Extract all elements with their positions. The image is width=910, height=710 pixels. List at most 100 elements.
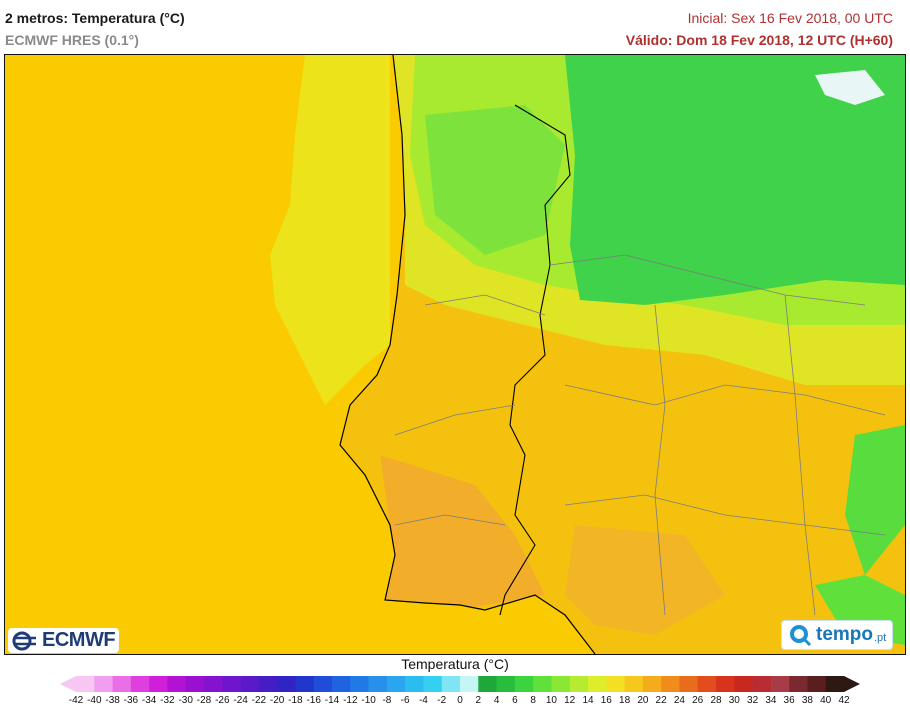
colorbar-cell xyxy=(716,676,735,692)
colorbar-cell xyxy=(277,676,296,692)
colorbar-tick-label: -24 xyxy=(233,695,248,706)
colorbar-cell xyxy=(185,676,205,692)
colorbar-arrow-right xyxy=(844,676,860,692)
colorbar-tick-label: 12 xyxy=(564,695,576,706)
colorbar-cell xyxy=(770,676,790,692)
colorbar-tick-label: 20 xyxy=(637,695,649,706)
colorbar-arrow-left xyxy=(60,676,76,692)
colorbar-cell xyxy=(624,676,644,692)
colorbar-cell xyxy=(222,676,241,692)
colorbar-tick-label: 30 xyxy=(728,695,740,706)
colorbar-tick-label: -16 xyxy=(306,695,321,706)
temperature-map[interactable] xyxy=(4,54,906,655)
colorbar-tick-label: -4 xyxy=(418,695,428,706)
colorbar-tick-label: -14 xyxy=(324,695,340,706)
colorbar-cell xyxy=(460,676,479,692)
colorbar-tick-label: 4 xyxy=(493,695,500,706)
colorbar-cell xyxy=(423,676,443,692)
model-label: ECMWF HRES (0.1°) xyxy=(5,32,139,48)
colorbar-cell xyxy=(569,676,589,692)
hot-zone-southwest xyxy=(380,455,545,607)
offshore-cool-band xyxy=(270,55,390,405)
hot-zone-south xyxy=(565,525,725,635)
colorbar-cell xyxy=(551,676,571,692)
colorbar-cell xyxy=(149,676,168,692)
colorbar-title: Temperatura (°C) xyxy=(401,656,509,672)
colorbar-cell xyxy=(514,676,534,692)
colorbar-tick-label: -34 xyxy=(141,695,157,706)
colorbar-tick-label: 34 xyxy=(765,695,777,706)
colorbar-tick-label: 38 xyxy=(801,695,813,706)
colorbar-cell xyxy=(405,676,424,692)
colorbar-tick-label: -42 xyxy=(68,695,84,706)
colorbar-cell xyxy=(130,676,150,692)
colorbar-cell xyxy=(295,676,315,692)
valid-time-label: Válido: Dom 18 Fev 2018, 12 UTC (H+60) xyxy=(625,32,893,48)
colorbar-tick-label: 2 xyxy=(475,695,482,706)
colorbar-cell xyxy=(313,676,333,692)
colorbar-cell xyxy=(734,676,753,692)
colorbar-cell xyxy=(240,676,260,692)
colorbar-tick-label: 32 xyxy=(747,695,759,706)
initial-time-label: Inicial: Sex 16 Fev 2018, 00 UTC xyxy=(687,10,893,26)
colorbar-cell xyxy=(789,676,808,692)
colorbar-tick-label: -22 xyxy=(251,695,267,706)
cold-zone-northeast xyxy=(565,55,905,305)
colorbar-cell xyxy=(642,676,662,692)
colorbar-tick-label: -38 xyxy=(105,695,120,706)
colorbar-tick-label: -32 xyxy=(160,695,175,706)
ecmwf-logo: ECMWF xyxy=(8,628,120,653)
colorbar-tick-labels: -42 -40 -38 -36 -34 -32 -30 -28 -26 -24 -22 -20 -18-… xyxy=(0,695,910,709)
tempo-logo: tempo .pt xyxy=(781,620,894,650)
snow-patch-north xyxy=(815,70,885,105)
coastline xyxy=(339,55,596,654)
cold-zone-east xyxy=(845,425,905,575)
colorbar-cell xyxy=(258,676,278,692)
colorbar-cells xyxy=(60,676,860,692)
colorbar-cell xyxy=(204,676,223,692)
colorbar-tick-label: 16 xyxy=(600,695,612,706)
colorbar-tick-label: 0 xyxy=(457,695,463,706)
colorbar-cell xyxy=(368,676,388,692)
colorbar-cell xyxy=(588,676,607,692)
colorbar-tick-label: -2 xyxy=(437,695,447,706)
colorbar-tick-label: 36 xyxy=(783,695,795,706)
ecmwf-emblem-icon xyxy=(12,631,36,650)
colorbar-tick-label: 6 xyxy=(512,695,518,706)
colorbar-cell xyxy=(94,676,113,692)
colorbar-cell xyxy=(441,676,461,692)
tempo-logo-suffix: .pt xyxy=(874,632,887,644)
colorbar-tick-label: -30 xyxy=(178,695,193,706)
ecmwf-logo-text: ECMWF xyxy=(42,629,116,651)
colorbar-cell xyxy=(386,676,406,692)
colorbar-cell xyxy=(752,676,772,692)
colorbar-cell xyxy=(350,676,369,692)
temperature-colorbar xyxy=(60,676,860,692)
colorbar-tick-label: -12 xyxy=(343,695,358,706)
colorbar-tick-label: 14 xyxy=(582,695,594,706)
colorbar-tick-label: -36 xyxy=(123,695,139,706)
colorbar-tick-label: -6 xyxy=(400,695,410,706)
colorbar-tick-label: 40 xyxy=(820,695,832,706)
colorbar-tick-label: 42 xyxy=(838,695,850,706)
colorbar-cell xyxy=(679,676,699,692)
colorbar-cell xyxy=(332,676,351,692)
map-title: 2 metros: Temperatura (°C) xyxy=(5,10,185,26)
country-border xyxy=(499,104,571,616)
colorbar-cell xyxy=(167,676,187,692)
colorbar-tick-label: 10 xyxy=(545,695,557,706)
colorbar-tick-label: -28 xyxy=(196,695,212,706)
tempo-emblem-icon xyxy=(790,625,812,647)
colorbar-cell xyxy=(112,676,132,692)
colorbar-cell xyxy=(533,676,552,692)
cold-zone-northwest xyxy=(425,105,565,255)
colorbar-cell xyxy=(661,676,680,692)
colorbar-cell xyxy=(697,676,717,692)
colorbar-cell xyxy=(478,676,497,692)
colorbar-tick-label: 22 xyxy=(655,695,667,706)
colorbar-tick-label: 8 xyxy=(530,695,536,706)
colorbar-cell xyxy=(496,676,516,692)
colorbar-tick-label: -18 xyxy=(288,695,303,706)
colorbar-tick-label: -8 xyxy=(382,695,392,706)
map-canvas xyxy=(5,55,905,654)
